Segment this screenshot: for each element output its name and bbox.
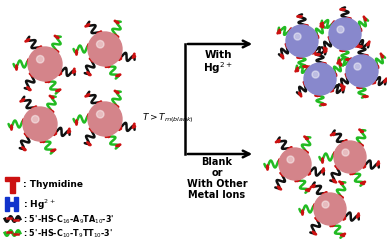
Circle shape [354, 64, 361, 71]
Circle shape [36, 56, 44, 64]
Circle shape [314, 193, 346, 225]
Circle shape [279, 148, 311, 180]
Circle shape [31, 116, 39, 124]
Circle shape [322, 201, 329, 208]
Circle shape [23, 108, 57, 142]
Circle shape [88, 102, 122, 136]
Circle shape [294, 34, 301, 41]
Circle shape [342, 150, 349, 156]
Text: Blank: Blank [202, 156, 233, 166]
Circle shape [337, 27, 344, 34]
Circle shape [334, 142, 366, 173]
Bar [9, 202, 14, 206]
Circle shape [28, 48, 62, 82]
Text: : Hg$^{2+}$: : Hg$^{2+}$ [23, 197, 56, 211]
Text: With: With [204, 50, 232, 60]
Circle shape [96, 41, 104, 49]
Text: Hg$^{2+}$: Hg$^{2+}$ [203, 60, 233, 76]
Circle shape [287, 156, 294, 164]
Text: With Other: With Other [187, 178, 247, 188]
Bar [5, 197, 9, 211]
Circle shape [329, 19, 361, 51]
Circle shape [304, 64, 336, 96]
Circle shape [346, 56, 378, 88]
Text: Metal Ions: Metal Ions [188, 189, 246, 199]
Text: : 5'-HS-C$_{10}$-T$_9$TT$_{10}$-3': : 5'-HS-C$_{10}$-T$_9$TT$_{10}$-3' [23, 227, 113, 239]
Circle shape [312, 72, 319, 79]
Bar [5, 177, 19, 181]
Bar [10, 181, 14, 193]
Text: : Thymidine: : Thymidine [23, 180, 83, 189]
Bar [14, 197, 18, 211]
Text: $T>T_{m(blank)}$: $T>T_{m(blank)}$ [142, 111, 194, 124]
Text: : 5'-HS-C$_{16}$-A$_9$TA$_{10}$-3': : 5'-HS-C$_{16}$-A$_9$TA$_{10}$-3' [23, 213, 115, 225]
Text: or: or [211, 167, 223, 177]
Circle shape [96, 111, 104, 118]
Circle shape [286, 26, 318, 58]
Circle shape [88, 33, 122, 67]
